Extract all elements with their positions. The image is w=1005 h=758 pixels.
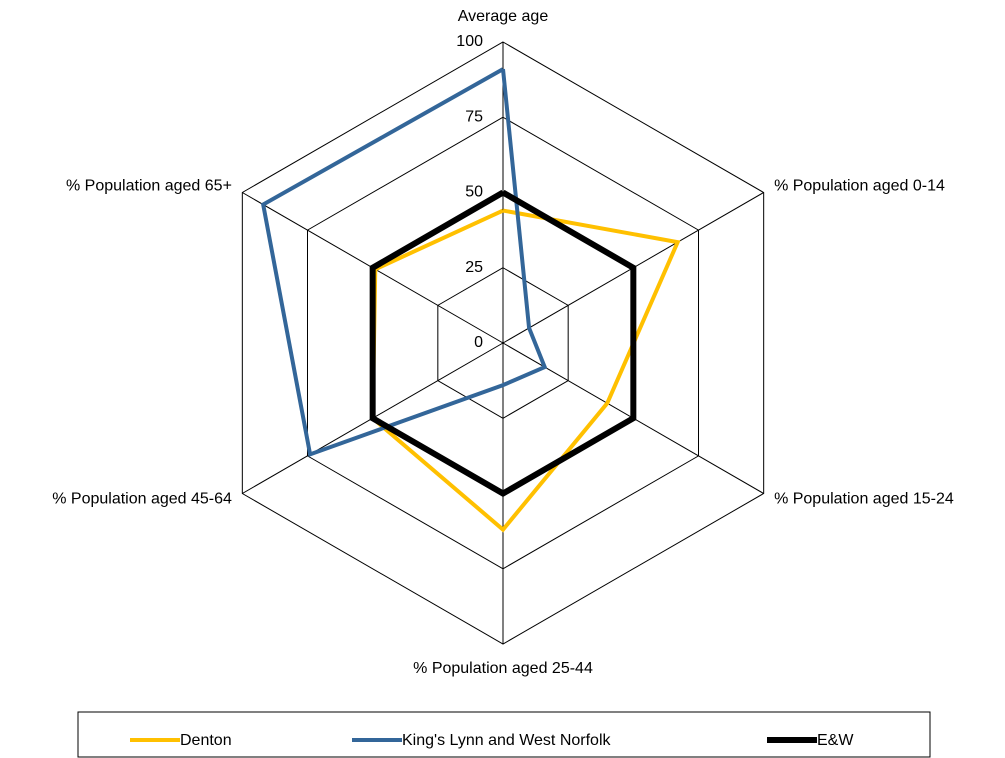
axis-label: % Population aged 65+	[66, 178, 232, 195]
series-line	[260, 67, 548, 458]
r-tick-label: 75	[465, 108, 483, 125]
r-tick-label: 0	[474, 334, 483, 351]
axis-label: % Population aged 15-24	[774, 491, 954, 508]
axis-label: Average age	[458, 8, 549, 25]
legend-label: E&W	[817, 732, 854, 749]
axis-label: % Population aged 45-64	[52, 491, 232, 508]
series-line	[369, 189, 637, 497]
axis-label: % Population aged 25-44	[413, 660, 593, 677]
r-tick-label: 100	[456, 33, 483, 50]
r-tick-label: 50	[465, 184, 483, 201]
r-tick-label: 25	[465, 259, 483, 276]
axis-label: % Population aged 0-14	[774, 178, 945, 195]
legend-box	[77, 711, 931, 758]
legend-label: Denton	[180, 732, 232, 749]
legend-label: King's Lynn and West Norfolk	[402, 732, 611, 749]
